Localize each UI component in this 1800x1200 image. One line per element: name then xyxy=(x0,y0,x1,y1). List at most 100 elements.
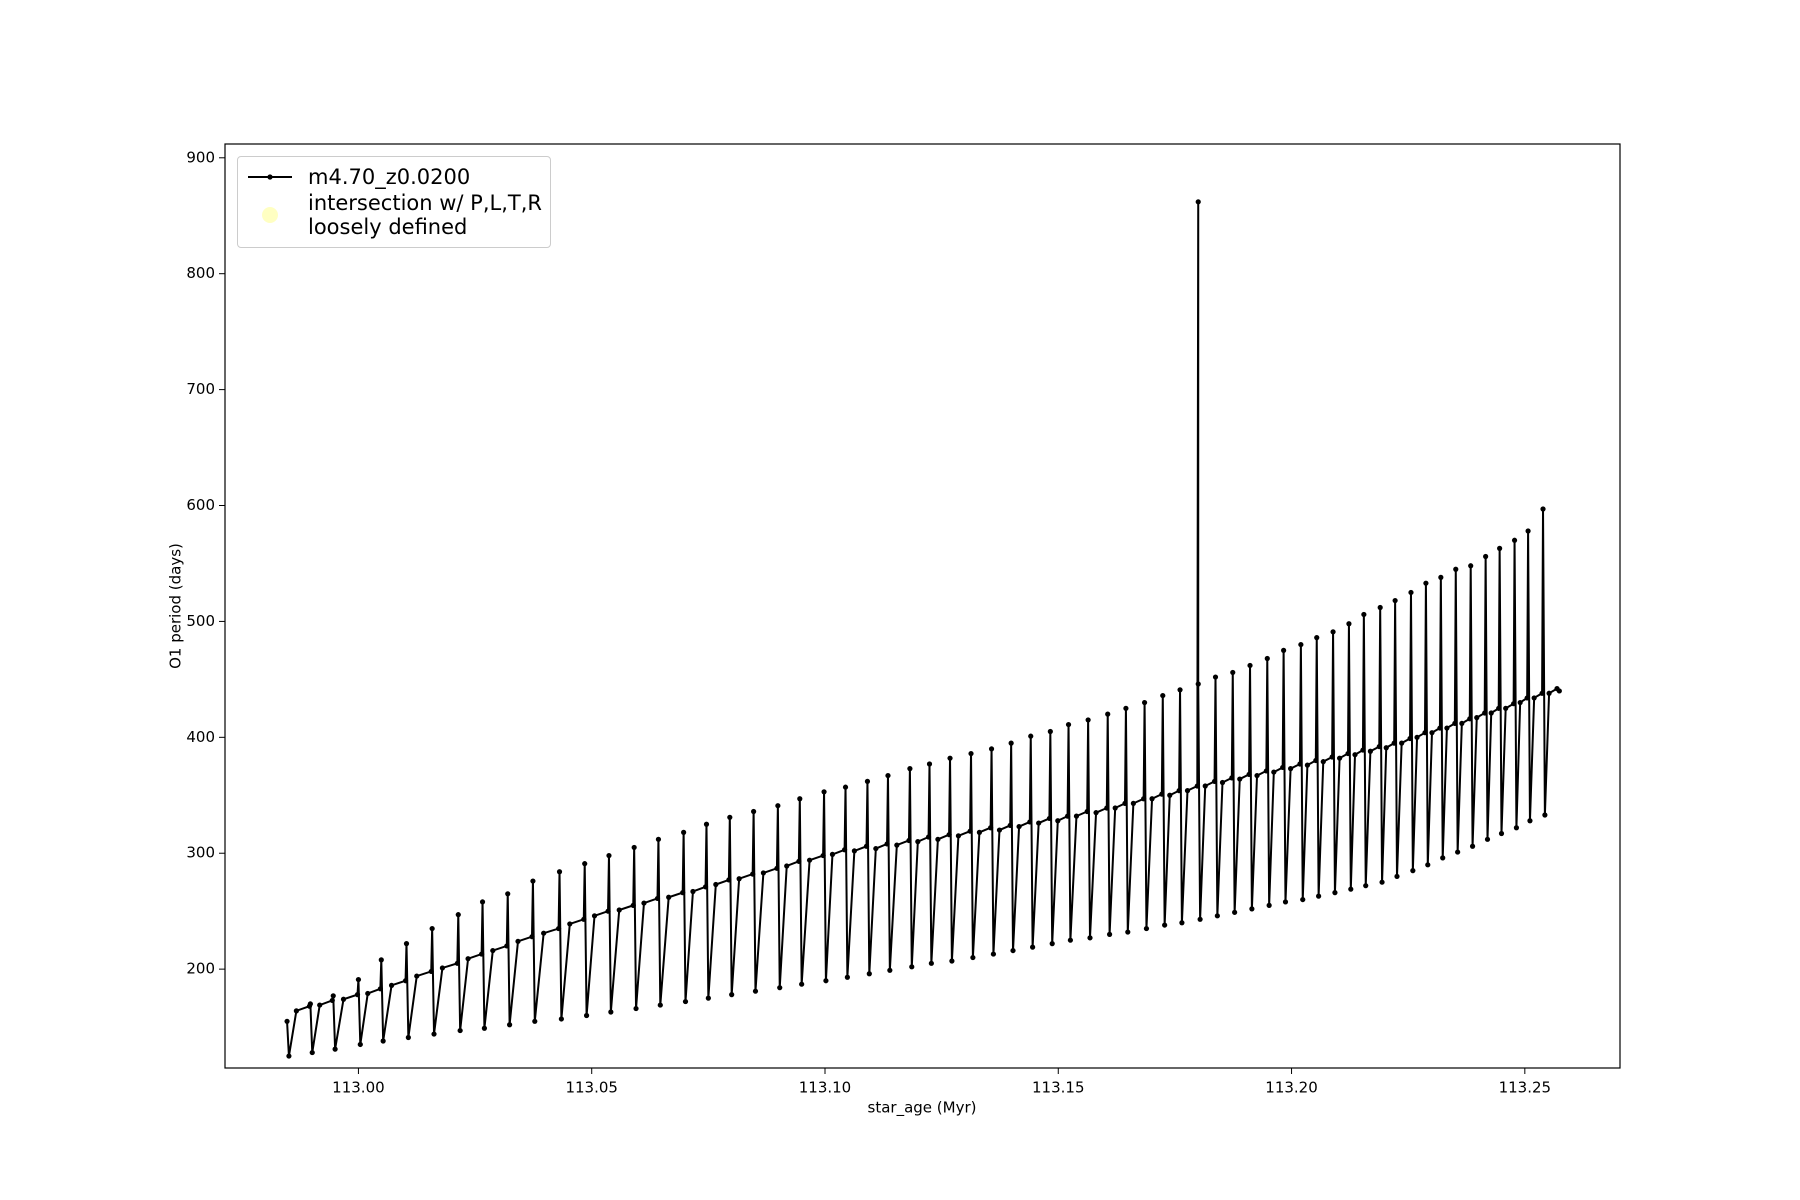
x-axis-label: star_age (Myr) xyxy=(868,1099,977,1118)
data-point xyxy=(1361,611,1367,618)
x-tick-label: 113.10 xyxy=(799,1079,852,1097)
data-point xyxy=(1141,796,1147,802)
legend-key xyxy=(248,174,292,180)
data-point xyxy=(1112,805,1118,811)
data-point xyxy=(1093,810,1099,816)
data-point xyxy=(439,965,446,971)
data-point xyxy=(1049,941,1055,947)
data-point xyxy=(1159,791,1165,797)
data-point xyxy=(1314,635,1320,641)
data-point xyxy=(925,834,932,840)
data-point xyxy=(481,1025,488,1031)
data-point xyxy=(703,821,710,827)
data-point xyxy=(760,870,767,876)
data-point xyxy=(775,803,781,809)
data-point xyxy=(1280,764,1286,771)
data-point xyxy=(1055,818,1061,824)
data-point xyxy=(907,766,913,772)
y-tick-label: 600 xyxy=(186,496,215,514)
data-point xyxy=(970,954,976,961)
data-point xyxy=(541,930,547,936)
data-point xyxy=(1399,740,1405,746)
data-point xyxy=(1394,873,1400,880)
data-point xyxy=(926,761,933,767)
data-point xyxy=(823,978,829,984)
data-point xyxy=(633,1005,639,1012)
data-point xyxy=(909,964,915,970)
data-point xyxy=(378,957,384,963)
data-point xyxy=(736,876,742,882)
data-point xyxy=(1298,641,1304,648)
data-point xyxy=(606,852,612,859)
data-point xyxy=(784,863,790,869)
data-point xyxy=(1376,743,1382,750)
data-point xyxy=(821,789,827,795)
data-point xyxy=(1046,815,1053,822)
data-point xyxy=(532,1018,538,1024)
data-point xyxy=(465,956,471,962)
data-point xyxy=(1067,937,1073,943)
data-point xyxy=(1363,883,1369,889)
data-point xyxy=(1383,745,1389,751)
data-point xyxy=(355,976,362,983)
data-point xyxy=(988,825,994,831)
data-point xyxy=(750,871,756,877)
y-tick-label: 500 xyxy=(186,612,215,630)
data-point xyxy=(996,827,1003,833)
data-point xyxy=(681,829,687,835)
data-point xyxy=(666,894,672,900)
data-point xyxy=(1496,705,1502,711)
data-point xyxy=(1468,563,1474,569)
data-point xyxy=(1345,750,1351,757)
data-point xyxy=(380,1038,386,1044)
data-point xyxy=(680,890,686,896)
data-point xyxy=(515,938,521,944)
data-point xyxy=(844,974,850,980)
data-point xyxy=(1016,823,1022,830)
data-point xyxy=(1320,759,1326,765)
x-tick-label: 113.15 xyxy=(1032,1079,1085,1097)
data-point xyxy=(866,971,872,977)
data-point xyxy=(682,998,689,1005)
data-point xyxy=(928,960,934,966)
data-point xyxy=(1482,710,1488,716)
data-point xyxy=(591,913,598,919)
data-point xyxy=(1214,913,1220,919)
series-line xyxy=(286,201,1561,1057)
data-point xyxy=(1556,688,1562,694)
data-point xyxy=(657,1002,663,1008)
data-point xyxy=(558,1016,564,1022)
data-point xyxy=(354,992,361,998)
data-point xyxy=(1230,669,1236,676)
data-point xyxy=(1282,899,1289,905)
data-point xyxy=(1219,779,1226,786)
y-tick-label: 300 xyxy=(186,844,215,862)
data-point xyxy=(1425,862,1431,868)
data-point xyxy=(1330,629,1336,635)
data-point xyxy=(479,951,485,957)
data-point xyxy=(1484,836,1491,842)
data-point xyxy=(490,947,496,954)
y-tick-label: 400 xyxy=(186,728,215,746)
data-point xyxy=(1452,720,1458,727)
data-point xyxy=(1527,818,1533,824)
data-point xyxy=(829,851,836,857)
data-point xyxy=(329,997,335,1004)
data-point xyxy=(377,986,383,992)
data-point xyxy=(1105,711,1111,717)
legend-label: intersection w/ P,L,T,R loosely defined xyxy=(308,191,542,239)
y-tick-label: 700 xyxy=(186,380,215,398)
data-point xyxy=(504,943,510,949)
data-point xyxy=(894,842,900,848)
legend-entry: intersection w/ P,L,T,R loosely defined xyxy=(246,191,542,239)
data-point xyxy=(1141,699,1148,706)
data-point xyxy=(1212,674,1219,680)
data-point xyxy=(431,1031,437,1037)
data-point xyxy=(752,988,759,994)
data-point xyxy=(1414,734,1420,740)
data-point xyxy=(1467,716,1473,722)
data-point xyxy=(1391,740,1397,746)
data-point xyxy=(1177,687,1183,693)
data-point xyxy=(1408,589,1414,596)
data-point xyxy=(1348,886,1354,892)
